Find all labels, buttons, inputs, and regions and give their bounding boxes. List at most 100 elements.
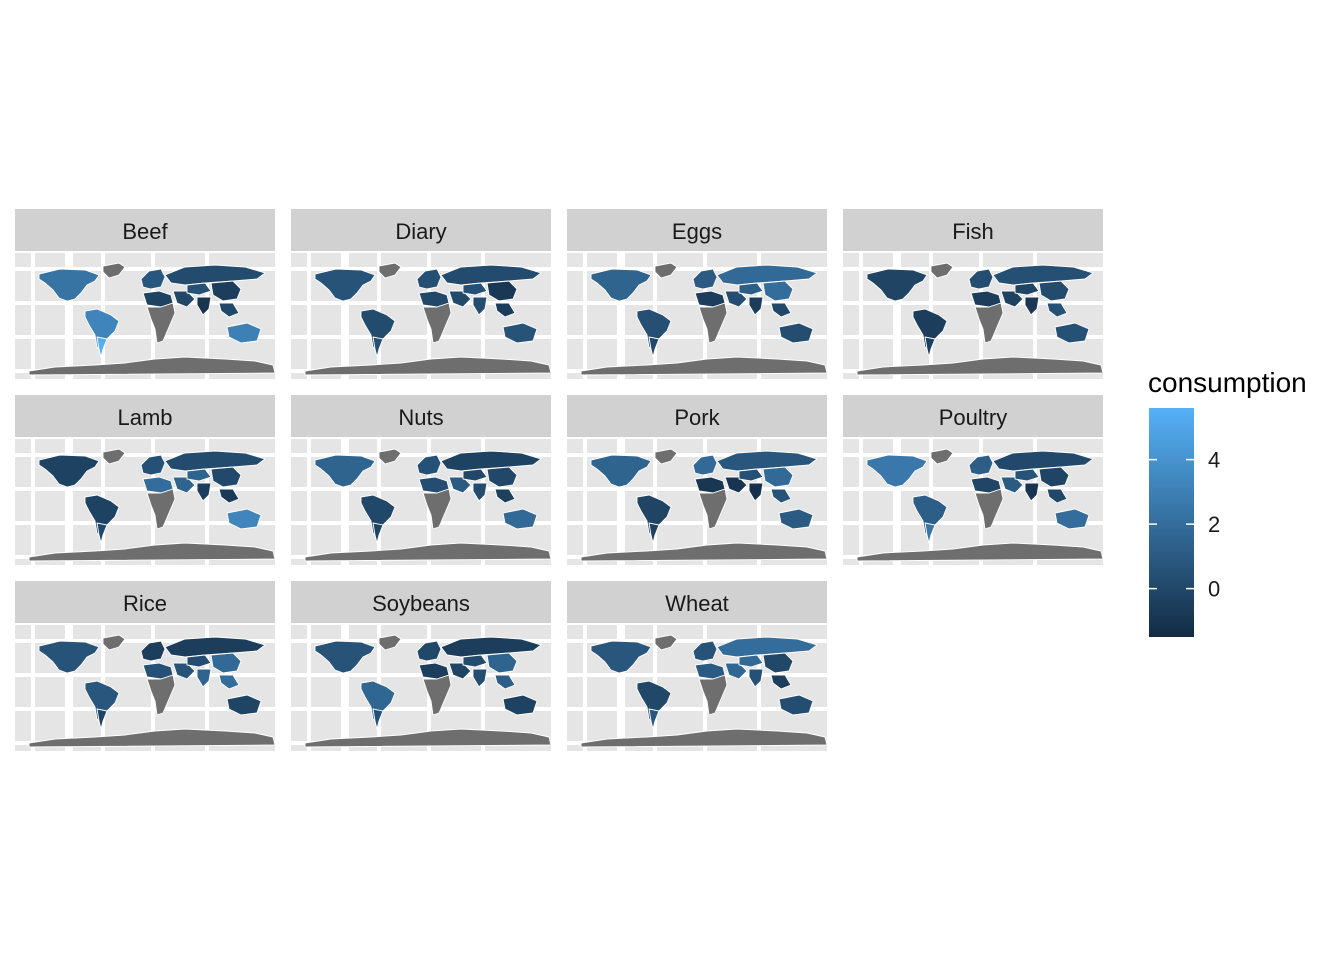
region-antarctica <box>580 728 828 748</box>
region-middle-east <box>448 290 472 308</box>
facet-strip <box>15 395 275 437</box>
region-antarctica <box>856 542 1104 562</box>
region-southeast-asia <box>218 302 240 318</box>
region-central-asia <box>1014 468 1040 482</box>
region-china <box>1038 280 1070 302</box>
region-china <box>486 466 518 488</box>
facet-map <box>15 625 276 751</box>
region-russia <box>440 450 542 472</box>
region-north-america <box>866 454 928 488</box>
region-australia <box>226 322 262 344</box>
facet-label: Lamb <box>117 405 172 430</box>
region-southeast-asia <box>494 488 516 504</box>
legend-ticks: 4 2 0 <box>1149 448 1220 602</box>
region-central-asia <box>462 282 488 296</box>
region-antarctica <box>28 356 276 376</box>
facet-label: Beef <box>122 219 168 244</box>
region-europe <box>968 268 994 290</box>
region-europe <box>416 640 442 662</box>
region-central-asia <box>738 282 764 296</box>
region-southeast-asia <box>770 488 792 504</box>
region-australia <box>1054 322 1090 344</box>
region-middle-east <box>448 662 472 680</box>
facet-strip <box>567 581 827 623</box>
region-sub-saharan-africa <box>974 488 1004 530</box>
region-north-america <box>38 268 100 302</box>
region-middle-east <box>172 290 196 308</box>
facet-label: Wheat <box>665 591 729 616</box>
region-north-america <box>590 640 652 674</box>
region-central-asia <box>186 468 212 482</box>
region-southeast-asia <box>218 488 240 504</box>
region-middle-east <box>1000 476 1024 494</box>
region-central-asia <box>462 468 488 482</box>
region-australia <box>502 322 538 344</box>
region-central-asia <box>1014 282 1040 296</box>
region-russia <box>164 264 266 286</box>
region-north-america <box>38 640 100 674</box>
region-south-cone <box>372 336 384 358</box>
region-europe <box>140 640 166 662</box>
facet-label: Poultry <box>939 405 1007 430</box>
region-antarctica <box>304 728 552 748</box>
region-india <box>472 482 488 502</box>
region-antarctica <box>304 356 552 376</box>
facet-strip <box>567 209 827 251</box>
facet-wheat: Wheat <box>567 581 828 751</box>
region-south-cone <box>96 522 108 544</box>
region-australia <box>502 508 538 530</box>
region-europe <box>416 268 442 290</box>
region-sub-saharan-africa <box>422 674 452 716</box>
region-southeast-asia <box>770 302 792 318</box>
region-russia <box>716 450 818 472</box>
region-sub-saharan-africa <box>698 302 728 344</box>
region-australia <box>778 508 814 530</box>
region-india <box>748 482 764 502</box>
region-southeast-asia <box>770 674 792 690</box>
region-south-cone <box>648 336 660 358</box>
region-greenland <box>102 262 126 279</box>
region-central-asia <box>738 654 764 668</box>
region-russia <box>440 636 542 658</box>
region-south-cone <box>96 336 108 358</box>
facet-strip <box>291 581 551 623</box>
region-russia <box>164 450 266 472</box>
region-india <box>196 668 212 688</box>
region-southeast-asia <box>218 674 240 690</box>
region-india <box>1024 296 1040 316</box>
region-southeast-asia <box>1046 488 1068 504</box>
region-australia <box>778 322 814 344</box>
facet-map <box>291 625 552 751</box>
facet-map <box>15 439 276 565</box>
region-india <box>472 668 488 688</box>
region-russia <box>992 264 1094 286</box>
facet-strip <box>15 209 275 251</box>
region-sub-saharan-africa <box>146 302 176 344</box>
facet-strip <box>843 209 1103 251</box>
facet-label: Rice <box>123 591 167 616</box>
region-central-asia <box>738 468 764 482</box>
region-china <box>1038 466 1070 488</box>
region-australia <box>226 508 262 530</box>
legend-tick-label: 2 <box>1208 512 1220 537</box>
region-greenland <box>102 634 126 651</box>
region-antarctica <box>28 728 276 748</box>
region-greenland <box>378 262 402 279</box>
region-north-america <box>314 454 376 488</box>
region-greenland <box>102 448 126 465</box>
region-sub-saharan-africa <box>974 302 1004 344</box>
facet-label: Nuts <box>398 405 443 430</box>
region-india <box>748 668 764 688</box>
legend-title: consumption <box>1148 367 1307 398</box>
facet-fish: Fish <box>843 209 1104 379</box>
facet-map <box>843 253 1104 379</box>
region-north-america <box>38 454 100 488</box>
region-north-america <box>314 640 376 674</box>
region-southeast-asia <box>494 302 516 318</box>
region-china <box>210 280 242 302</box>
region-china <box>210 466 242 488</box>
facet-soybeans: Soybeans <box>291 581 552 751</box>
region-south-cone <box>648 708 660 730</box>
facet-label: Eggs <box>672 219 722 244</box>
facet-strip <box>291 395 551 437</box>
